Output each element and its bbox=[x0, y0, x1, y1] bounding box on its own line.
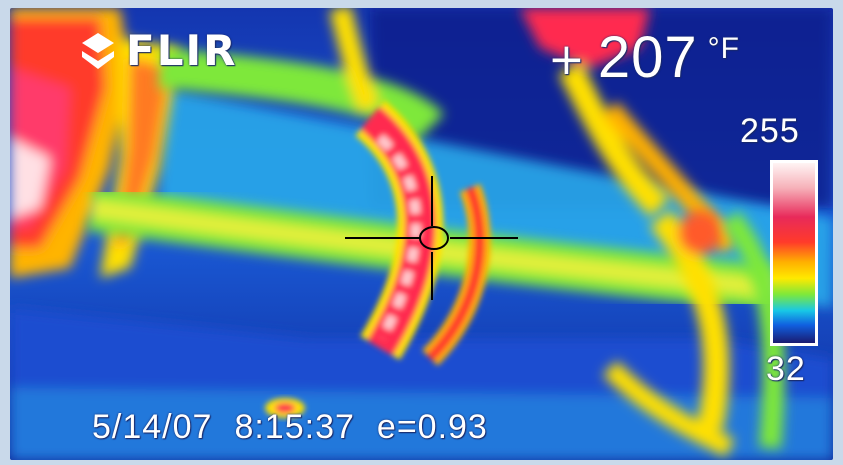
thermal-image bbox=[10, 8, 833, 460]
capture-date: 5/14/07 bbox=[92, 408, 213, 446]
capture-info: 5/14/07 8:15:37 e=0.93 bbox=[92, 408, 488, 447]
flir-logo: FLIR bbox=[78, 26, 237, 75]
capture-time: 8:15:37 bbox=[234, 408, 355, 446]
temperature-unit: °F bbox=[707, 32, 740, 65]
temperature-value: 207 bbox=[597, 25, 698, 90]
scale-max-label: 255 bbox=[740, 112, 800, 150]
crosshair-icon: + bbox=[548, 34, 586, 85]
color-scale-bar bbox=[770, 160, 818, 346]
brand-name: FLIR bbox=[126, 26, 238, 75]
flir-logo-icon bbox=[82, 32, 114, 69]
scale-min-label: 32 bbox=[766, 350, 806, 388]
crosshair-reticle bbox=[345, 176, 518, 300]
spot-temperature-readout: + 207 °F bbox=[548, 28, 740, 88]
emissivity-value: e=0.93 bbox=[376, 408, 488, 446]
